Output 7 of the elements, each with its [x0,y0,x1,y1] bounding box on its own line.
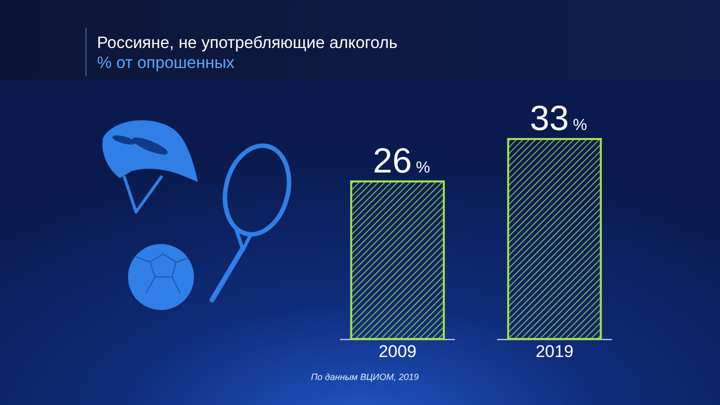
text: % от опрошенных [97,54,236,72]
data-label: 33% [530,99,588,138]
text: По данным ВЦИОМ, 2019 [311,372,419,382]
x-tick-label: 2019 [536,342,574,361]
chart-title: Россияне, не употребляющие алкоголь [97,34,398,52]
x-tick-label: 2009 [378,342,416,361]
data-label: 26% [372,141,430,180]
